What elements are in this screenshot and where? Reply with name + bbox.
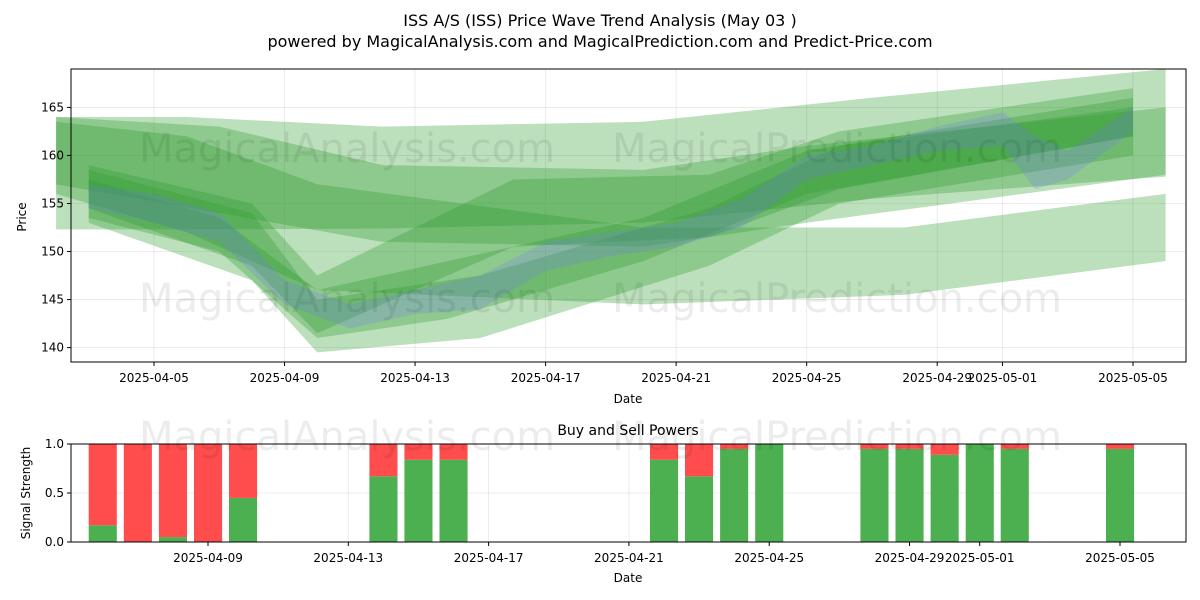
buy-power-bar	[895, 448, 924, 542]
price-plot-area	[71, 69, 1186, 362]
signal-y-ticks: 0.0 0.5 1.0	[45, 437, 71, 549]
sell-power-bar	[369, 444, 398, 477]
sell-power-bar	[895, 444, 924, 449]
price-y-ticks: 140 145 150 155 160 165	[41, 100, 71, 355]
prediction-bands	[56, 69, 1166, 353]
price-y-tick-label: 155	[41, 196, 64, 210]
signal-x-axis-label: Date	[614, 571, 643, 585]
prediction-band	[56, 69, 1166, 230]
sell-power-bar	[404, 444, 433, 460]
signal-y-axis-label: Signal Strength	[19, 447, 33, 540]
buy-power-bar	[930, 454, 959, 542]
price-y-tick-label: 140	[41, 341, 64, 355]
signal-x-tick-label: 2025-04-13	[313, 551, 383, 565]
signal-x-tick-label: 2025-04-25	[734, 551, 804, 565]
buy-power-bar	[1106, 448, 1135, 542]
price-x-tick-label: 2025-04-09	[250, 371, 320, 385]
prediction-band	[88, 107, 1134, 353]
signal-watermarks: MagicalAnalysis.com MagicalPrediction.com	[139, 414, 1062, 460]
price-y-tick-label: 150	[41, 245, 64, 259]
signal-chart-title: Buy and Sell Powers	[557, 423, 698, 439]
price-x-tick-label: 2025-05-01	[968, 371, 1038, 385]
signal-x-ticks: 2025-04-09 2025-04-13 2025-04-17 2025-04-21…	[173, 542, 1155, 565]
price-wave	[88, 107, 1134, 329]
buy-power-bar	[755, 444, 784, 542]
signal-panel: Buy and Sell Powers MagicalAnalysis.com M…	[19, 414, 1187, 585]
sell-power-bar	[860, 444, 889, 449]
sell-power-bar	[88, 444, 117, 526]
sell-power-bar	[194, 444, 223, 542]
buy-power-bar	[860, 448, 889, 542]
signal-x-tick-label: 2025-04-17	[454, 551, 524, 565]
sell-power-bar	[439, 444, 468, 460]
price-y-tick-label: 145	[41, 293, 64, 307]
price-x-tick-label: 2025-04-21	[641, 371, 711, 385]
price-plot-frame	[70, 68, 1187, 363]
price-x-tick-label: 2025-04-17	[511, 371, 581, 385]
sell-power-bar	[123, 444, 152, 542]
price-x-tick-label: 2025-04-13	[380, 371, 450, 385]
prediction-band	[88, 97, 1134, 338]
price-panel: MagicalAnalysis.com MagicalPrediction.com…	[15, 68, 1187, 406]
watermark-text: MagicalAnalysis.com	[139, 126, 555, 172]
sell-power-bar	[1000, 444, 1029, 449]
price-x-tick-label: 2025-04-29	[902, 371, 972, 385]
signal-x-tick-label: 2025-04-29	[875, 551, 945, 565]
signal-y-tick-label: 0.5	[45, 486, 64, 500]
price-wave-band	[88, 107, 1134, 329]
buy-power-bar	[439, 459, 468, 542]
signal-x-tick-label: 2025-04-21	[594, 551, 664, 565]
buy-power-bar	[685, 476, 714, 542]
sell-power-bar	[930, 444, 959, 455]
watermark-text: MagicalAnalysis.com	[139, 414, 555, 460]
signal-bars	[88, 444, 1135, 542]
price-watermarks: MagicalAnalysis.com MagicalPrediction.com…	[139, 126, 1062, 322]
signal-x-tick-label: 2025-05-05	[1085, 551, 1155, 565]
price-y-tick-label: 160	[41, 148, 64, 162]
signal-y-tick-label: 1.0	[45, 437, 64, 451]
buy-power-bar	[404, 459, 433, 542]
chart-title: ISS A/S (ISS) Price Wave Trend Analysis …	[403, 11, 796, 30]
prediction-band	[88, 88, 1134, 334]
price-x-ticks: 2025-04-05 2025-04-09 2025-04-13 2025-04-17…	[119, 362, 1168, 385]
sell-power-bar	[650, 444, 679, 460]
signal-y-tick-label: 0.0	[45, 535, 64, 549]
sell-power-bar	[229, 444, 258, 498]
price-x-tick-label: 2025-04-25	[772, 371, 842, 385]
watermark-text: MagicalPrediction.com	[612, 126, 1062, 172]
sell-power-bar	[720, 444, 749, 449]
chart-subtitle: powered by MagicalAnalysis.com and Magic…	[267, 32, 932, 51]
sell-power-bar	[158, 444, 187, 538]
buy-power-bar	[88, 525, 117, 542]
buy-power-bar	[965, 444, 994, 542]
buy-power-bar	[720, 448, 749, 542]
buy-power-bar	[158, 537, 187, 542]
price-x-tick-label: 2025-05-05	[1098, 371, 1168, 385]
price-y-axis-label: Price	[15, 202, 29, 231]
watermark-text: MagicalPrediction.com	[612, 276, 1062, 322]
signal-x-tick-label: 2025-04-09	[173, 551, 243, 565]
watermark-text: MagicalAnalysis.com	[139, 276, 555, 322]
signal-x-tick-label: 2025-05-01	[945, 551, 1015, 565]
price-x-tick-label: 2025-04-05	[119, 371, 189, 385]
buy-power-bar	[650, 459, 679, 542]
price-y-tick-label: 165	[41, 100, 64, 114]
buy-power-bar	[369, 476, 398, 542]
watermark-text: MagicalPrediction.com	[612, 414, 1062, 460]
prediction-band	[56, 121, 1166, 305]
buy-power-bar	[229, 497, 258, 542]
sell-power-bar	[685, 444, 714, 477]
price-x-axis-label: Date	[614, 392, 643, 406]
sell-power-bar	[1106, 444, 1135, 449]
buy-power-bar	[1000, 448, 1029, 542]
price-gridlines	[71, 69, 1186, 362]
prediction-band	[56, 107, 1166, 247]
